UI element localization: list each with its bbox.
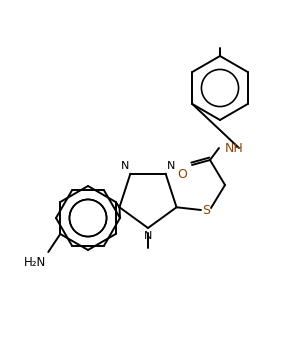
- Text: O: O: [177, 168, 187, 181]
- Text: NH: NH: [225, 142, 244, 155]
- Text: N: N: [144, 231, 152, 241]
- Text: N: N: [167, 161, 175, 171]
- Text: S: S: [202, 203, 210, 216]
- Text: N: N: [121, 161, 129, 171]
- Text: H₂N: H₂N: [24, 256, 46, 269]
